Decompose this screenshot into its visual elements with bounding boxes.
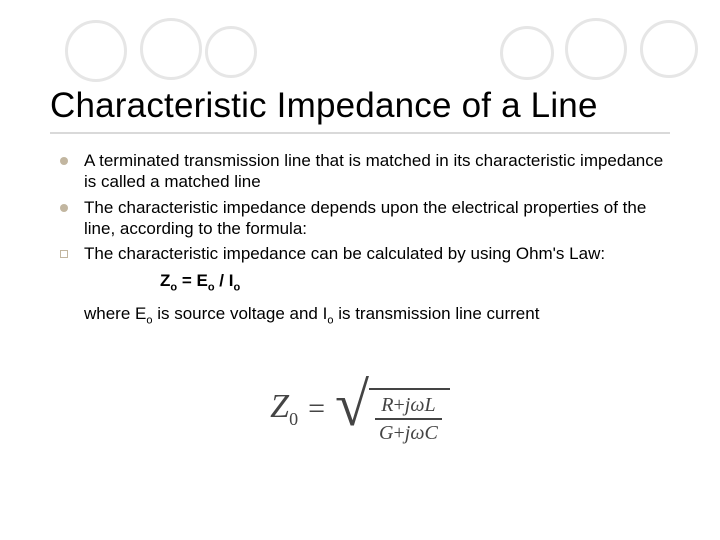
follow-pre: where [84,304,135,323]
radical-sign-icon: √ [335,376,369,434]
list-item-text: The characteristic impedance depends upo… [84,197,665,240]
bullet-dot-icon [60,197,84,240]
fraction-denominator: G+jωC [375,422,442,444]
list-item: A terminated transmission line that is m… [60,150,665,193]
sym-e-sub: o [208,282,215,294]
follow-text: where Eo is source voltage and Io is tra… [84,303,665,328]
decor-circle-icon [140,18,202,80]
fraction-bar [375,418,442,420]
sym-e: E [135,304,146,323]
radical-body: R+jωL G+jωC [369,388,450,446]
decor-circle-icon [65,20,127,82]
list-item-text: A terminated transmission line that is m… [84,150,665,193]
bullet-dot-icon [60,150,84,193]
decor-circle-icon [640,20,698,78]
header-decor [0,20,720,85]
page-title: Characteristic Impedance of a Line [50,86,680,126]
decor-circle-icon [205,26,257,78]
sym-omega: ω [410,422,424,444]
bullet-square-icon [60,243,84,264]
sym-l: L [424,394,435,416]
radical: √ R+jωL G+jωC [335,380,450,438]
list-item-text: The characteristic impedance can be calc… [84,243,665,264]
sym-e: E [197,271,208,290]
follow-post: is transmission line current [333,304,539,323]
sym-eq: = [308,392,325,426]
list-item: The characteristic impedance can be calc… [60,243,665,264]
body: A terminated transmission line that is m… [60,150,665,329]
sym-r: R [381,394,393,416]
sym-z: Z [160,271,170,290]
inline-formula: Zo = Eo / Io [160,270,665,295]
decor-circle-icon [500,26,554,80]
main-formula: Z0 = √ R+jωL G+jωC [0,380,720,438]
sym-z: Z0 [270,388,298,430]
title-underline [50,132,670,134]
sym-eq: = [177,271,196,290]
sym-c: C [424,422,437,444]
sym-plus: + [393,394,404,416]
slide: Characteristic Impedance of a Line A ter… [0,0,720,540]
sym-g: G [379,422,393,444]
decor-circle-icon [565,18,627,80]
fraction-numerator: R+jωL [377,394,439,416]
sym-omega: ω [410,394,424,416]
sym-plus: + [394,422,405,444]
sym-z-sub: 0 [289,409,298,429]
follow-mid: is source voltage and [153,304,323,323]
title-wrap: Characteristic Impedance of a Line [50,86,680,126]
list-item: The characteristic impedance depends upo… [60,197,665,240]
sym-slash: / [215,271,229,290]
fraction: R+jωL G+jωC [375,394,442,444]
sym-i-sub: o [233,282,240,294]
